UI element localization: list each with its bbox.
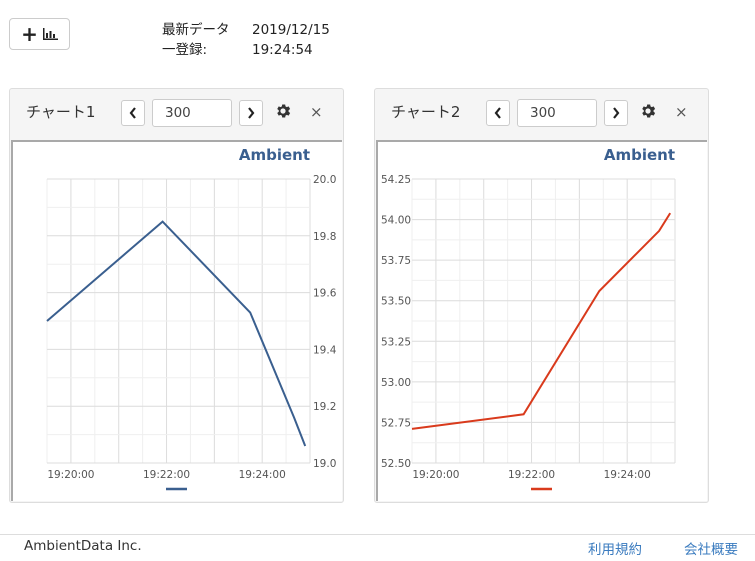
y-tick-label: 52.50 <box>381 458 411 470</box>
y-tick-label: 53.25 <box>381 336 411 348</box>
y-tick-label: 20.0 <box>313 174 336 186</box>
series-line <box>411 212 672 430</box>
terms-link[interactable]: 利用規約 <box>588 542 642 558</box>
gear-icon[interactable] <box>274 102 292 120</box>
x-tick-label: 19:24:00 <box>604 469 651 481</box>
x-tick-label: 19:22:00 <box>143 469 190 481</box>
series-line <box>46 220 307 447</box>
ambient-brand-label: Ambient <box>239 146 310 164</box>
y-tick-label: 53.50 <box>381 296 411 308</box>
y-tick-label: 54.00 <box>381 215 411 227</box>
latest-data-label: 最新データ <box>162 22 230 38</box>
next-range-button[interactable] <box>604 100 628 126</box>
x-tick-label: 19:20:00 <box>412 469 459 481</box>
close-button[interactable]: × <box>310 103 323 121</box>
y-tick-label: 54.25 <box>381 174 411 186</box>
ambient-brand-label: Ambient <box>604 146 675 164</box>
x-tick-label: 19:20:00 <box>47 469 94 481</box>
latest-data-info: 最新データ 2019/12/15 一登録: 19:24:54 <box>162 20 330 60</box>
y-tick-label: 19.0 <box>313 458 336 470</box>
latest-data-date: 2019/12/15 <box>252 22 330 38</box>
gear-icon[interactable] <box>639 102 657 120</box>
chevron-right-icon <box>613 107 620 119</box>
x-tick-label: 19:24:00 <box>239 469 286 481</box>
footer-divider <box>0 534 755 535</box>
y-tick-label: 19.8 <box>313 231 336 243</box>
footer-company-name: AmbientData Inc. <box>24 538 142 554</box>
next-range-button[interactable] <box>239 100 263 126</box>
add-chart-button[interactable]: + <box>9 18 70 50</box>
chart-panel-header: チャート1 × <box>10 89 343 139</box>
chart-panel-1: チャート1 × Ambient 19.0 19.2 19.4 19.6 19.8 20.0 1… <box>9 88 344 503</box>
range-input[interactable] <box>152 99 232 127</box>
bar-chart-icon <box>42 28 58 40</box>
chart-plot-area: Ambient 52.50 52.75 53.00 53.25 53.50 53.75 54.… <box>376 140 707 501</box>
chart-panel-header: チャート2 × <box>375 89 708 139</box>
y-tick-label: 19.4 <box>313 344 337 356</box>
y-tick-label: 19.6 <box>313 288 337 300</box>
chart-panel-2: チャート2 × Ambient 52.50 52.75 53.00 53.25 53.50… <box>374 88 709 503</box>
y-tick-label: 53.00 <box>381 377 411 389</box>
chart-2-svg: Ambient 52.50 52.75 53.00 53.25 53.50 53.75 54.… <box>381 146 676 491</box>
latest-data-time: 19:24:54 <box>252 42 313 58</box>
range-input[interactable] <box>517 99 597 127</box>
chart-title: チャート2 <box>391 103 461 121</box>
prev-range-button[interactable] <box>486 100 510 126</box>
company-info-link[interactable]: 会社概要 <box>684 542 738 558</box>
chart-title: チャート1 <box>26 103 96 121</box>
chevron-left-icon <box>129 107 136 119</box>
record-label: 一登録: <box>162 42 208 58</box>
y-tick-label: 19.2 <box>313 401 336 413</box>
x-tick-label: 19:22:00 <box>508 469 555 481</box>
close-button[interactable]: × <box>675 103 688 121</box>
plus-icon: + <box>21 22 38 46</box>
chevron-right-icon <box>248 107 255 119</box>
chart-1-svg: Ambient 19.0 19.2 19.4 19.6 19.8 20.0 19:20:00 1… <box>46 146 337 491</box>
prev-range-button[interactable] <box>121 100 145 126</box>
chart-plot-area: Ambient 19.0 19.2 19.4 19.6 19.8 20.0 19:20:00 1… <box>11 140 342 501</box>
chevron-left-icon <box>494 107 501 119</box>
y-tick-label: 53.75 <box>381 255 411 267</box>
y-tick-label: 52.75 <box>381 417 411 429</box>
